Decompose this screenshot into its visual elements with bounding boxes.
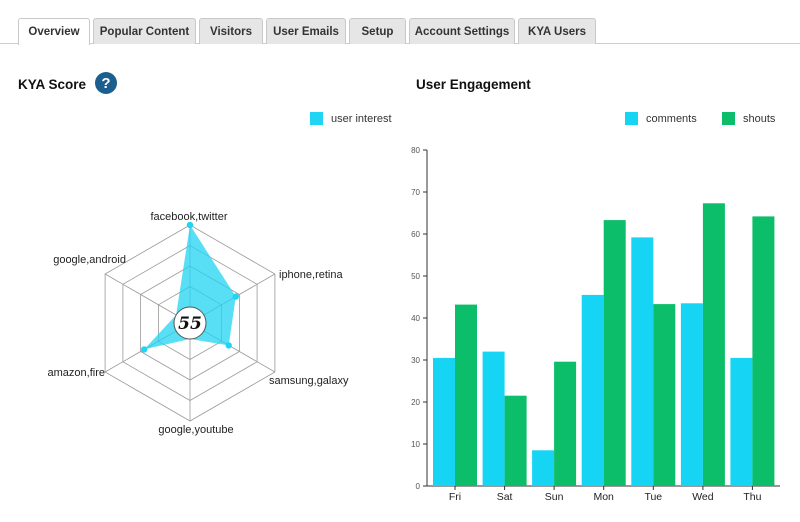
shouts-bar [702, 203, 725, 487]
user-interest-swatch [310, 112, 323, 125]
shouts-bar [504, 395, 527, 486]
comments-swatch [625, 112, 638, 125]
radar-axis-label: iphone,retina [279, 269, 343, 281]
radar-axis-label: google,youtube [158, 424, 233, 436]
tab-overview[interactable]: Overview [18, 18, 90, 45]
legend-shouts-label: shouts [743, 112, 776, 125]
radar-chart: 55 facebook,twitter iphone,retina samsun… [48, 211, 349, 436]
x-tick-label: Mon [593, 491, 614, 503]
shouts-bar [752, 216, 775, 486]
tab-account-settings[interactable]: Account Settings [409, 18, 515, 44]
legend-shouts: shouts [722, 112, 775, 125]
comments-bar [433, 357, 455, 486]
tab-visitors[interactable]: Visitors [199, 18, 263, 44]
y-tick-label: 70 [411, 188, 420, 197]
score-circle [173, 306, 207, 340]
y-tick-label: 50 [411, 272, 420, 281]
y-tick-label: 40 [411, 314, 420, 323]
comments-bar [482, 351, 505, 486]
y-tick-label: 0 [416, 482, 421, 491]
radar-axis-label: amazon,fire [48, 367, 105, 379]
comments-bar [730, 357, 753, 486]
bar-chart: 0 10 20 30 40 50 60 70 80 Fri Sat Sun Mon Tue Wed Thu [411, 146, 780, 503]
x-tick-label: Sat [497, 491, 513, 503]
radar-legend-label: user interest [331, 112, 392, 125]
radar-point [186, 221, 194, 229]
kya-score-title: KYA Score [18, 77, 87, 92]
x-tick-label: Sun [545, 491, 564, 503]
legend-comments-label: comments [646, 112, 697, 125]
comments-bar [680, 303, 703, 486]
tab-bar: Overview Popular Content Visitors User E… [0, 0, 800, 45]
comments-bar [581, 294, 604, 486]
shouts-swatch [722, 112, 735, 125]
user-engagement-title: User Engagement [416, 77, 531, 92]
tab-setup[interactable]: Setup [349, 18, 406, 44]
y-tick-label: 30 [411, 356, 420, 365]
comments-bar [631, 237, 654, 486]
radar-point [225, 342, 232, 349]
radar-points [141, 221, 239, 353]
question-mark-icon[interactable]: ? [95, 72, 117, 94]
tab-popular-content[interactable]: Popular Content [93, 18, 196, 44]
x-tick-label: Tue [644, 491, 662, 503]
y-tick-label: 60 [411, 230, 420, 239]
x-tick-label: Fri [449, 491, 461, 503]
radar-point [232, 293, 239, 300]
shouts-bar [554, 361, 577, 486]
radar-area [144, 225, 236, 350]
shouts-bar [653, 304, 676, 486]
radar-axis-label: samsung,galaxy [269, 375, 349, 387]
radar-axis-label: google,android [53, 254, 126, 266]
kya-score-value: 55 [178, 314, 202, 334]
y-tick-label: 20 [411, 398, 420, 407]
shouts-bar [455, 304, 477, 486]
y-tick-label: 80 [411, 146, 420, 155]
x-tick-label: Wed [692, 491, 714, 503]
shouts-bar [603, 220, 626, 486]
x-tick-label: Thu [743, 491, 761, 503]
radar-legend: user interest [310, 112, 392, 125]
radar-axis-label: facebook,twitter [150, 211, 227, 223]
tab-user-emails[interactable]: User Emails [266, 18, 346, 44]
y-tick-label: 10 [411, 440, 420, 449]
tab-kya-users[interactable]: KYA Users [518, 18, 596, 44]
radar-point [141, 346, 148, 353]
comments-bar [532, 450, 555, 486]
legend-comments: comments [625, 112, 697, 125]
